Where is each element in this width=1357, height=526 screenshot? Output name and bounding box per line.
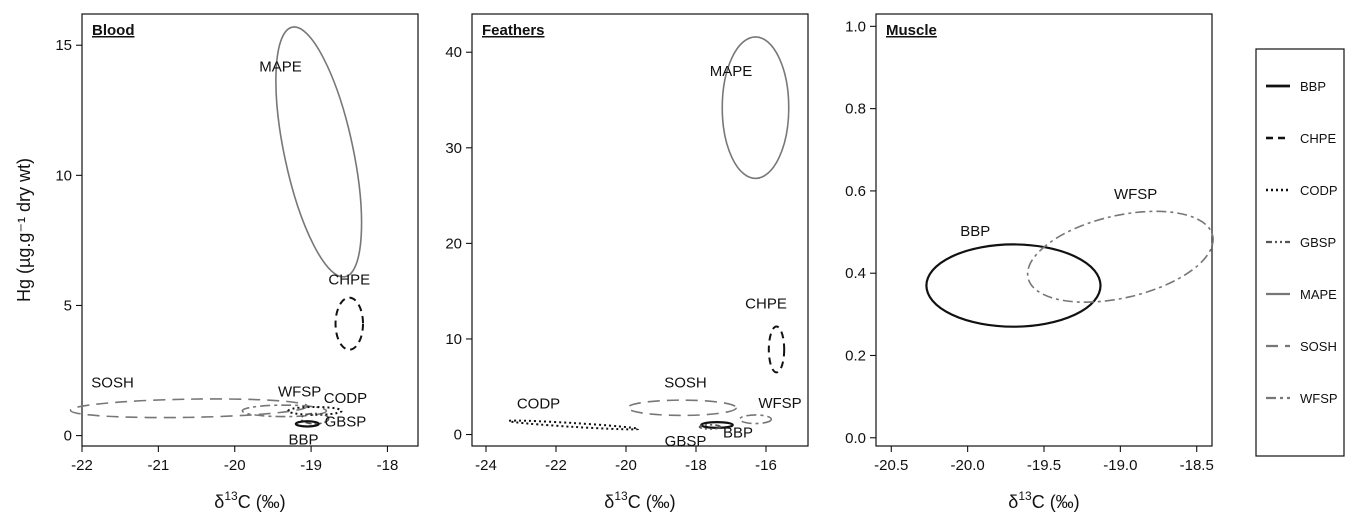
- y-tick-label: 0.8: [845, 101, 866, 118]
- y-tick-label: 15: [55, 37, 72, 54]
- x-axis-label: δ13C (‰): [214, 489, 285, 512]
- y-tick-label: 10: [445, 331, 462, 348]
- legend-label-codp: CODP: [1300, 183, 1338, 198]
- x-axis-label-unit: C (‰): [238, 492, 286, 512]
- y-tick-label: 1.0: [845, 18, 866, 35]
- x-axis-label-delta: δ: [214, 492, 224, 512]
- legend-label-chpe: CHPE: [1300, 131, 1336, 146]
- ellipse-label-wfsp: WFSP: [278, 384, 321, 401]
- ellipse-chpe: [767, 325, 786, 374]
- panel-muscle: -20.5 -20.0 -19.5 -19.0 -18.5 0.0 0.2 0.4 0.6 0.8…: [845, 13, 1214, 512]
- ellipse-bbp: [294, 420, 320, 428]
- ellipse-wfsp: [241, 404, 328, 418]
- x-tick-label: -20.5: [874, 457, 908, 474]
- y-tick-label: 0.4: [845, 265, 866, 282]
- plot-frame: [471, 13, 809, 447]
- ellipse-label-bbp: BBP: [288, 432, 318, 449]
- x-axis-label: δ13C (‰): [604, 489, 675, 512]
- x-axis-label-superscript: 13: [614, 489, 628, 503]
- ellipse-label-wfsp: WFSP: [1114, 186, 1157, 203]
- x-tick-label: -20: [615, 457, 637, 474]
- y-tick-label: 0.0: [845, 430, 866, 447]
- x-axis-label: δ13C (‰): [1008, 489, 1079, 512]
- ellipse-chpe: [334, 296, 365, 351]
- y-tick-label: 0.6: [845, 183, 866, 200]
- ellipse-gbsp: [300, 412, 330, 425]
- x-tick-label: -20: [224, 457, 246, 474]
- ellipse-label-sosh: SOSH: [664, 375, 707, 392]
- y-axis-label: Hg (µg.g⁻¹ dry wt): [14, 158, 34, 302]
- legend: BBP CHPE CODP GBSP MAPE SOSH WFSP: [1255, 48, 1345, 457]
- ellipse-codp: [507, 419, 640, 431]
- y-tick-label: 20: [445, 235, 462, 252]
- ellipse-label-chpe: CHPE: [745, 295, 787, 312]
- x-axis-label-delta: δ: [1008, 492, 1018, 512]
- ellipse-gbsp: [698, 423, 722, 430]
- y-tick-label: 30: [445, 140, 462, 157]
- ellipse-label-codp: CODP: [324, 390, 367, 407]
- ellipse-label-gbsp: GBSP: [665, 433, 707, 450]
- x-tick-label: -18.5: [1180, 457, 1214, 474]
- ellipse-label-mape: MAPE: [259, 58, 302, 75]
- ellipse-wfsp: [738, 414, 773, 425]
- ellipse-label-gbsp: GBSP: [325, 413, 367, 430]
- x-tick-label: -18: [377, 457, 399, 474]
- panel-feathers: -24 -22 -20 -18 -16 0 10 20 30 40 Feathers δ13C (‰)…: [445, 13, 809, 512]
- ellipse-label-codp: CODP: [517, 396, 560, 413]
- plot-frame: [875, 13, 1213, 447]
- y-tick-label: 10: [55, 167, 72, 184]
- y-tick-label: 40: [445, 44, 462, 61]
- x-tick-label: -16: [755, 457, 777, 474]
- ellipse-label-bbp: BBP: [723, 424, 753, 441]
- panel-title: Blood: [92, 22, 135, 39]
- ellipse-label-sosh: SOSH: [91, 374, 134, 391]
- y-tick-label: 5: [64, 297, 72, 314]
- legend-label-mape: MAPE: [1300, 287, 1337, 302]
- panel-title: Muscle: [886, 22, 937, 39]
- plot-frame: [81, 13, 419, 447]
- x-axis-label-superscript: 13: [224, 489, 238, 503]
- ellipse-wfsp: [1026, 210, 1214, 303]
- x-axis-label-unit: C (‰): [628, 492, 676, 512]
- legend-label-sosh: SOSH: [1300, 339, 1337, 354]
- x-tick-label: -19: [300, 457, 322, 474]
- x-tick-label: -18: [685, 457, 707, 474]
- legend-label-bbp: BBP: [1300, 79, 1326, 94]
- legend-label-wfsp: WFSP: [1300, 391, 1338, 406]
- y-tick-label: 0: [454, 427, 462, 444]
- ellipse-sosh: [626, 399, 738, 417]
- y-tick-label: 0: [64, 428, 72, 445]
- y-tick-label: 0.2: [845, 347, 866, 364]
- x-tick-label: -22: [545, 457, 567, 474]
- ellipse-label-chpe: CHPE: [328, 272, 370, 289]
- ellipse-label-bbp: BBP: [960, 223, 990, 240]
- x-tick-label: -20.0: [951, 457, 985, 474]
- ellipse-sosh: [69, 398, 309, 419]
- x-tick-label: -24: [475, 457, 497, 474]
- x-axis-label-delta: δ: [604, 492, 614, 512]
- panel-title: Feathers: [482, 22, 545, 39]
- legend-label-gbsp: GBSP: [1300, 235, 1336, 250]
- x-axis-label-unit: C (‰): [1032, 492, 1080, 512]
- ellipse-bbp: [925, 243, 1102, 328]
- x-tick-label: -19.0: [1103, 457, 1137, 474]
- x-tick-label: -22: [71, 457, 93, 474]
- legend-box: [1255, 48, 1345, 457]
- ellipse-label-mape: MAPE: [710, 63, 753, 80]
- ellipse-label-wfsp: WFSP: [758, 395, 801, 412]
- panel-blood: -22 -21 -20 -19 -18 0 5 10 15 Blood δ13C (‰) Hg (µg…: [14, 13, 419, 512]
- x-tick-label: -21: [148, 457, 170, 474]
- ellipse-mape: [275, 26, 363, 278]
- ellipse-codp: [287, 405, 343, 416]
- ellipse-mape: [721, 36, 790, 180]
- x-axis-label-superscript: 13: [1018, 489, 1032, 503]
- x-tick-label: -19.5: [1027, 457, 1061, 474]
